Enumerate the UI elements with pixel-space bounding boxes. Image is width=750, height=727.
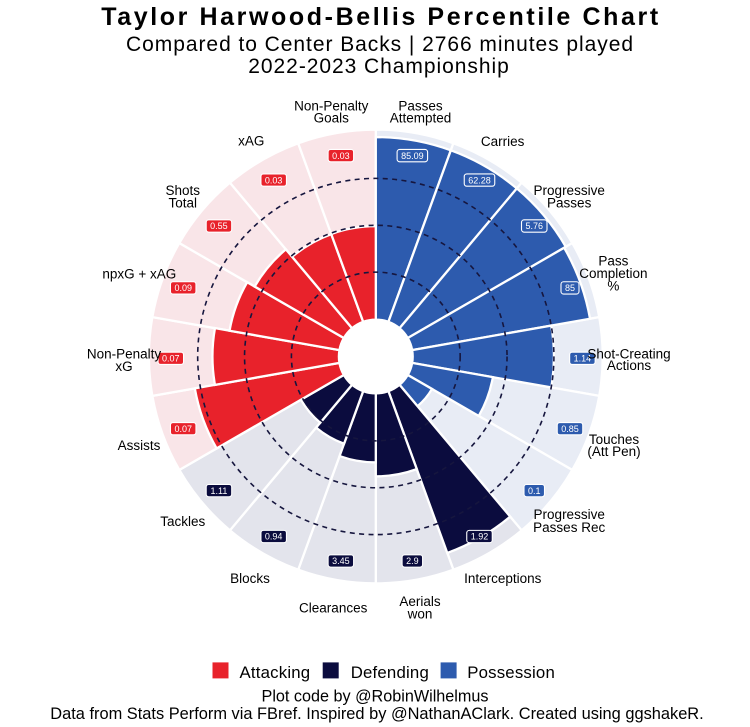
svg-text:Shots: Shots [166,183,201,198]
svg-text:Attempted: Attempted [390,110,452,125]
svg-text:0.03: 0.03 [265,175,283,185]
svg-text:0.94: 0.94 [265,532,283,542]
svg-text:won: won [407,607,433,622]
svg-text:npxG + xAG: npxG + xAG [102,267,176,282]
svg-text:Progressive: Progressive [534,507,605,522]
svg-text:0.85: 0.85 [561,424,579,434]
svg-text:0.09: 0.09 [174,283,192,293]
svg-text:Compared to Center Backs | 276: Compared to Center Backs | 2766 minutes … [126,33,634,56]
svg-text:0.07: 0.07 [174,424,192,434]
svg-text:1.14: 1.14 [574,354,592,364]
svg-text:Actions: Actions [607,358,652,373]
svg-text:Aerials: Aerials [399,594,441,609]
svg-text:Data from Stats Perform via FB: Data from Stats Perform via FBref. Inspi… [50,705,703,723]
svg-text:(Att Pen): (Att Pen) [587,444,640,459]
svg-text:Completion: Completion [579,266,647,281]
svg-text:Defending: Defending [351,663,429,682]
svg-text:Total: Total [169,195,198,210]
svg-text:Non-Penalty: Non-Penalty [87,347,162,362]
svg-text:Non-Penalty: Non-Penalty [294,98,369,113]
svg-text:Shot-Creating: Shot-Creating [587,346,670,361]
svg-text:0.55: 0.55 [210,221,228,231]
svg-text:Plot code by @RobinWilhelmus: Plot code by @RobinWilhelmus [262,688,489,706]
svg-text:Taylor Harwood-Bellis Percenti: Taylor Harwood-Bellis Percentile Chart [101,3,661,31]
svg-text:Interceptions: Interceptions [464,571,542,586]
svg-text:1.92: 1.92 [471,532,489,542]
svg-text:Touches: Touches [589,432,640,447]
svg-text:85: 85 [565,283,575,293]
svg-text:xAG: xAG [238,133,264,148]
svg-text:Tackles: Tackles [160,514,205,529]
svg-text:xG: xG [115,359,132,374]
svg-text:Progressive: Progressive [534,183,605,198]
svg-text:85.09: 85.09 [401,151,424,161]
svg-text:5.76: 5.76 [525,221,543,231]
svg-text:1.11: 1.11 [211,486,228,496]
svg-text:Passes Rec: Passes Rec [533,520,605,535]
svg-text:0.07: 0.07 [162,354,180,364]
svg-text:Pass: Pass [598,253,628,268]
svg-text:2022-2023 Championship: 2022-2023 Championship [248,55,509,78]
svg-text:Attacking: Attacking [240,663,311,682]
svg-text:2.9: 2.9 [406,556,419,566]
svg-text:Passes: Passes [398,98,443,113]
svg-text:Possession: Possession [467,663,555,682]
svg-text:Carries: Carries [481,134,525,149]
svg-text:Clearances: Clearances [299,600,368,615]
svg-text:3.45: 3.45 [332,556,350,566]
svg-text:0.1: 0.1 [528,486,541,496]
svg-text:Blocks: Blocks [230,571,270,586]
svg-text:62.28: 62.28 [468,175,491,185]
svg-text:%: % [607,279,619,294]
svg-text:0.03: 0.03 [332,151,350,161]
svg-text:Assists: Assists [118,438,161,453]
svg-text:Goals: Goals [314,110,350,125]
svg-text:Passes: Passes [547,196,592,211]
